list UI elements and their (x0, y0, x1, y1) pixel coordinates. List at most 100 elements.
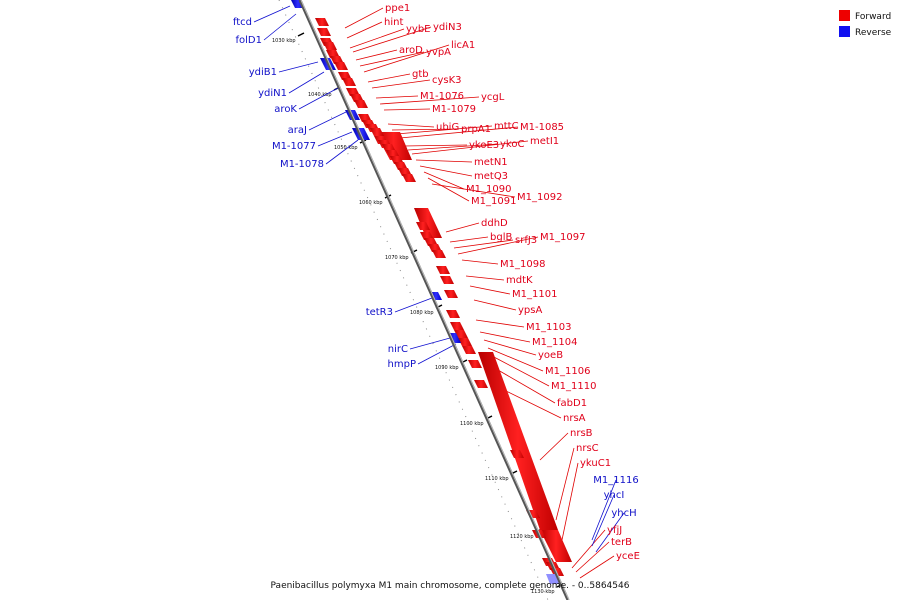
forward-gene-label[interactable]: yfjJ (607, 525, 622, 536)
forward-gene[interactable] (474, 380, 488, 388)
forward-leader-line (419, 165, 473, 177)
forward-gene-block[interactable] (478, 352, 558, 530)
forward-gene[interactable] (370, 128, 384, 136)
forward-gene-block[interactable] (414, 208, 442, 238)
reverse-gene-label[interactable]: folD1 (236, 35, 262, 46)
forward-gene-label[interactable]: nrsA (563, 413, 586, 424)
reverse-gene-label[interactable]: yhcH (611, 508, 636, 519)
forward-leader-line (423, 171, 465, 190)
forward-gene-label[interactable]: ubiG (436, 122, 459, 133)
reverse-leader-line (253, 5, 291, 23)
forward-gene-label[interactable]: M1_1098 (500, 259, 545, 270)
forward-gene-label[interactable]: M1_1110 (551, 381, 596, 392)
forward-gene-label[interactable]: M1_1103 (526, 322, 571, 333)
forward-gene-label[interactable]: M1_1092 (517, 192, 562, 203)
forward-gene-label[interactable]: mdtK (506, 275, 533, 286)
forward-gene-label[interactable]: ddhD (481, 218, 508, 229)
forward-gene-label[interactable]: M1-1079 (432, 104, 476, 115)
forward-gene[interactable] (436, 266, 450, 274)
forward-gene[interactable] (468, 360, 482, 368)
reverse-gene-label[interactable]: M1-1077 (272, 141, 316, 152)
forward-gene-label[interactable]: yceE (616, 551, 640, 562)
forward-gene-label[interactable]: nrsC (576, 443, 599, 454)
forward-gene-label[interactable]: yoeB (538, 350, 563, 361)
reverse-gene-labels: ftcd folD1 ydiB1 ydiN1 aroK araJ M1-1077 M1-107… (233, 17, 639, 519)
forward-gene-block[interactable] (540, 530, 572, 562)
reverse-leader-line (394, 297, 433, 313)
forward-gene[interactable] (440, 276, 454, 284)
forward-gene-label[interactable]: fabD1 (557, 398, 587, 409)
forward-gene-label[interactable]: M1_1101 (512, 289, 557, 300)
forward-gene[interactable] (450, 322, 464, 330)
tick-label: 1030 kbp (272, 38, 296, 44)
tick-label: 1050 kbp (334, 145, 358, 151)
forward-gene-label[interactable]: M1_1104 (532, 337, 577, 348)
forward-gene-label[interactable]: M1_1097 (540, 232, 585, 243)
forward-gene-label[interactable]: metN1 (474, 157, 508, 168)
reverse-gene-label[interactable]: ydiB1 (249, 67, 277, 78)
forward-leader-line (503, 389, 562, 419)
forward-gene-label[interactable]: hint (384, 17, 403, 28)
forward-gene[interactable] (342, 78, 356, 86)
forward-leader-line (475, 319, 525, 328)
forward-gene-label[interactable]: M1_1091 (471, 196, 516, 207)
forward-leader-line (371, 79, 431, 89)
forward-gene[interactable] (334, 62, 348, 70)
forward-leader-line (449, 236, 489, 243)
forward-gene-label[interactable]: ycgL (481, 92, 505, 103)
forward-gene[interactable] (416, 222, 430, 230)
reverse-gene-label[interactable]: M1-1078 (280, 159, 324, 170)
forward-gene-label[interactable]: prpA1 (461, 124, 491, 135)
forward-leader-line (387, 123, 435, 128)
forward-leader-line (539, 432, 569, 461)
reverse-gene-label[interactable]: nirC (388, 344, 408, 355)
forward-gene-label[interactable]: ydiN3 (433, 22, 462, 33)
forward-gene[interactable] (462, 346, 476, 354)
reverse-gene-label[interactable]: aroK (274, 104, 297, 115)
forward-gene-label[interactable]: terB (611, 537, 632, 548)
forward-gene-label[interactable]: yvpA (426, 47, 451, 58)
forward-gene-label[interactable]: ykuC1 (580, 458, 611, 469)
forward-gene-label[interactable]: M1_1106 (545, 366, 590, 377)
forward-leader-line (491, 355, 550, 387)
reverse-leader-line (288, 71, 325, 94)
forward-gene-label[interactable]: bglB (490, 232, 512, 243)
forward-gene-label[interactable]: M1_1090 (466, 184, 511, 195)
forward-gene-label[interactable]: nrsB (570, 428, 593, 439)
reverse-gene-label[interactable]: hmpP (388, 359, 416, 370)
forward-gene-label[interactable]: yybE (406, 24, 431, 35)
reverse-gene-label[interactable]: M1_1116 (593, 475, 638, 486)
label-leader-lines (253, 5, 625, 579)
forward-gene-label[interactable]: ykoC (500, 139, 524, 150)
forward-gene-label[interactable]: mttC (494, 121, 519, 132)
forward-gene[interactable] (315, 18, 329, 26)
forward-gene-label[interactable]: ppe1 (385, 3, 410, 14)
tick-label: 1090 kbp (435, 365, 459, 371)
forward-gene-label[interactable]: srfJ3 (515, 235, 537, 246)
reverse-gene-label[interactable]: ftcd (233, 17, 252, 28)
forward-gene[interactable] (354, 100, 368, 108)
forward-gene-label[interactable]: metI1 (530, 136, 559, 147)
forward-leader-line (561, 462, 579, 541)
forward-gene-label[interactable]: ypsA (518, 305, 542, 316)
forward-gene-label[interactable]: M1-1085 (520, 122, 564, 133)
forward-gene-label[interactable]: M1-1076 (420, 91, 464, 102)
forward-gene[interactable] (444, 290, 458, 298)
reverse-gene-label[interactable]: araJ (288, 125, 307, 136)
forward-gene-label[interactable]: metQ3 (474, 171, 508, 182)
forward-gene-label[interactable]: licA1 (451, 40, 475, 51)
reverse-gene-label[interactable]: tetR3 (366, 307, 393, 318)
forward-gene[interactable] (432, 250, 446, 258)
forward-gene[interactable] (402, 174, 416, 182)
forward-gene-label[interactable]: cysK3 (432, 75, 462, 86)
reverse-gene-label[interactable]: yhcI (604, 490, 625, 501)
forward-gene[interactable] (510, 450, 524, 458)
forward-gene[interactable] (323, 42, 337, 50)
forward-gene[interactable] (446, 310, 460, 318)
forward-gene-label[interactable]: ykoE3 (469, 140, 499, 151)
forward-gene[interactable] (317, 28, 331, 36)
forward-gene-label[interactable]: aroD (399, 45, 423, 56)
reverse-gene-label[interactable]: ydiN1 (258, 88, 287, 99)
forward-gene[interactable] (458, 338, 472, 346)
forward-gene-label[interactable]: gtb (412, 69, 429, 80)
